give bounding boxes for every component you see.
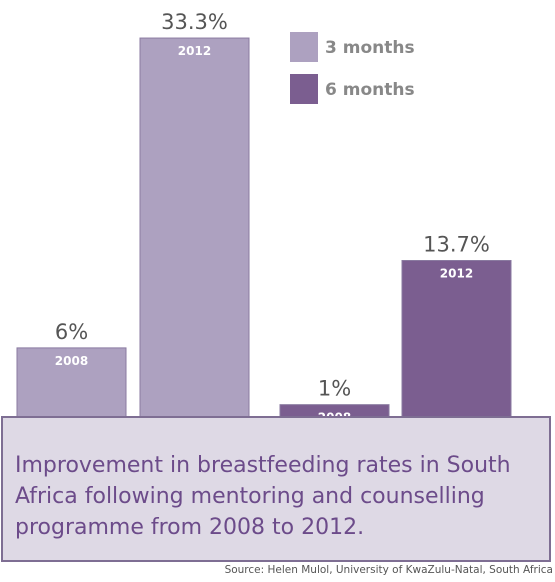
legend-swatch xyxy=(290,32,318,62)
bar-year-label: 2008 xyxy=(318,411,351,420)
bar-6-months-2012 xyxy=(401,260,512,420)
bar-3-months-2012 xyxy=(139,37,250,420)
caption-box: Improvement in breastfeeding rates in So… xyxy=(1,416,551,562)
bar-chart: 6% 2008 33.3% 2012 1% 2008 13.7% 2012 3 months 6 … xyxy=(16,10,512,420)
bar-year-label: 2008 xyxy=(55,354,88,368)
bar-value-label: 33.3% xyxy=(161,10,228,34)
bar-value-label: 1% xyxy=(318,377,351,401)
bar-value-label: 6% xyxy=(55,320,88,344)
bar-year-label: 2012 xyxy=(440,267,473,281)
legend-label: 3 months xyxy=(325,38,415,58)
legend-label: 6 months xyxy=(325,80,415,100)
source-note: Source: Helen Mulol, University of KwaZu… xyxy=(224,564,553,576)
legend-swatch xyxy=(290,74,318,104)
bar-value-label: 13.7% xyxy=(423,233,490,257)
bar-3-months-2008 xyxy=(16,347,127,420)
chart-caption: Improvement in breastfeeding rates in So… xyxy=(15,453,511,540)
bar-year-label: 2012 xyxy=(178,44,211,58)
